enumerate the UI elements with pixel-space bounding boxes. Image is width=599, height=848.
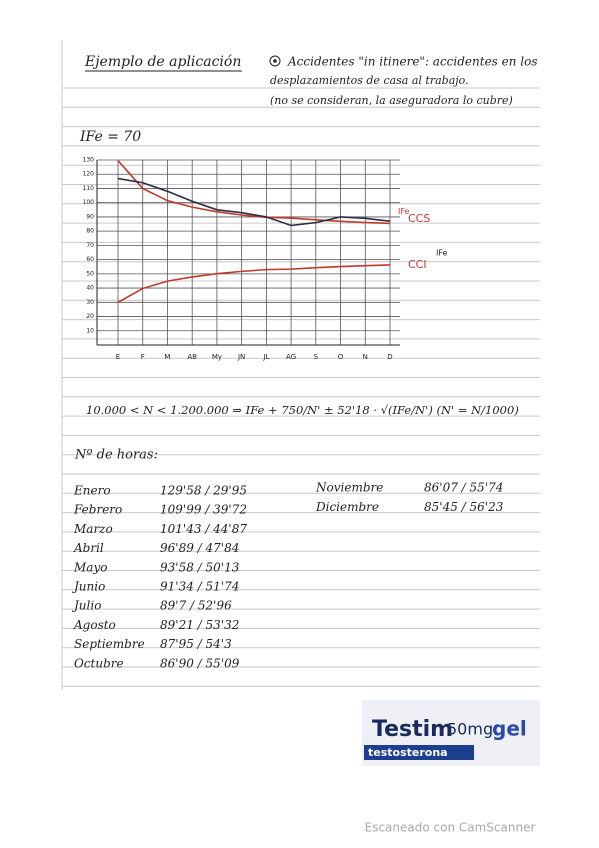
- month-values: 91'34 / 51'74: [160, 580, 239, 594]
- month-values: 87'95 / 54'3: [160, 637, 232, 651]
- y-tick-label: 60: [86, 256, 94, 263]
- x-tick-label: F: [141, 353, 145, 361]
- title: Ejemplo de aplicación: [84, 54, 241, 70]
- x-tick-label: AG: [286, 353, 296, 361]
- brand-dose: 50mg: [447, 720, 493, 739]
- x-tick-label: JN: [237, 353, 245, 361]
- note-line: desplazamientos de casa al trabajo.: [270, 74, 469, 87]
- series-label: CCI: [408, 258, 427, 271]
- month-values: 93'58 / 50'13: [160, 560, 240, 574]
- month-label: Agosto: [73, 618, 116, 632]
- x-tick-label: M: [164, 353, 170, 361]
- note-line: Accidentes "in itinere": accidentes en l…: [287, 55, 538, 69]
- month-label: Marzo: [73, 522, 113, 536]
- ruled-lines: [61, 40, 540, 690]
- y-tick-label: 80: [86, 228, 94, 235]
- y-tick-label: 100: [83, 199, 95, 206]
- month-label: Julio: [71, 599, 101, 613]
- y-tick-label: 20: [86, 313, 94, 320]
- hours-list: Enero 129'58 / 29'95 Febrero 109'99 / 39'72…: [71, 481, 504, 671]
- month-values: 86'90 / 55'09: [160, 656, 240, 670]
- y-tick-label: 130: [83, 157, 95, 164]
- month-label: Septiembre: [74, 637, 145, 651]
- month-label: Febrero: [73, 503, 122, 517]
- x-tick-label: N: [363, 353, 368, 361]
- formula: 10.000 < N < 1.200.000 ⇒ IFe + 750/N' ± …: [86, 403, 519, 417]
- month-label: Junio: [71, 580, 105, 594]
- brand-box: Testim 50mg gel testosterona: [362, 700, 540, 766]
- footer: Escaneado con CamScanner: [365, 821, 536, 835]
- month-label: Mayo: [73, 560, 107, 574]
- annotation: IFe: [436, 249, 448, 258]
- x-tick-label: E: [116, 353, 120, 361]
- y-tick-label: 120: [83, 171, 95, 178]
- bullet: [269, 55, 281, 67]
- y-tick-label: 90: [86, 213, 94, 220]
- series-line: [117, 160, 391, 225]
- ife-label: IFe = 70: [79, 129, 141, 145]
- month-label: Enero: [73, 484, 111, 498]
- month-values: 89'7 / 52'96: [160, 599, 232, 613]
- x-tick-label: AB: [187, 353, 197, 361]
- month-label: Abril: [73, 541, 104, 555]
- month-values: 89'21 / 53'32: [160, 618, 239, 632]
- bullet-dot: [273, 59, 277, 63]
- chart: 10 20 30 40 50 60 70 80 90 100 110 120 130 E F M AB My JN J…: [83, 157, 448, 362]
- series-line: [117, 264, 391, 304]
- month-label: Octubre: [74, 656, 124, 670]
- x-tick-label: S: [314, 353, 319, 361]
- x-tick-label: JL: [262, 353, 269, 361]
- brand-name: Testim: [372, 717, 453, 742]
- brand-subtitle: testosterona: [368, 746, 448, 759]
- note-line: (no se consideran, la aseguradora lo cub…: [270, 94, 513, 107]
- series-label: IFe: [398, 207, 410, 216]
- hours-title: Nº de horas:: [74, 448, 158, 463]
- x-tick-label: My: [212, 353, 222, 361]
- x-tick-label: O: [338, 353, 344, 361]
- y-tick-label: 40: [86, 285, 94, 292]
- y-tick-label: 10: [86, 327, 94, 334]
- month-values: 85'45 / 56'23: [424, 500, 504, 514]
- month-values: 86'07 / 55'74: [424, 481, 503, 495]
- month-values: 109'99 / 39'72: [160, 503, 247, 517]
- y-tick-label: 30: [86, 299, 94, 306]
- month-label: Diciembre: [315, 500, 379, 514]
- y-tick-label: 50: [86, 270, 94, 277]
- x-tick-label: D: [387, 353, 392, 361]
- month-values: 96'89 / 47'84: [160, 541, 239, 555]
- brand-band: [364, 745, 474, 760]
- brand-form: gel: [492, 717, 527, 741]
- month-values: 101'43 / 44'87: [160, 522, 247, 536]
- series-label: CCS: [408, 212, 430, 225]
- series-line: [117, 177, 391, 227]
- y-tick-label: 110: [83, 185, 95, 192]
- y-tick-label: 70: [86, 242, 94, 249]
- month-label: Noviembre: [315, 481, 383, 495]
- month-values: 129'58 / 29'95: [160, 484, 247, 498]
